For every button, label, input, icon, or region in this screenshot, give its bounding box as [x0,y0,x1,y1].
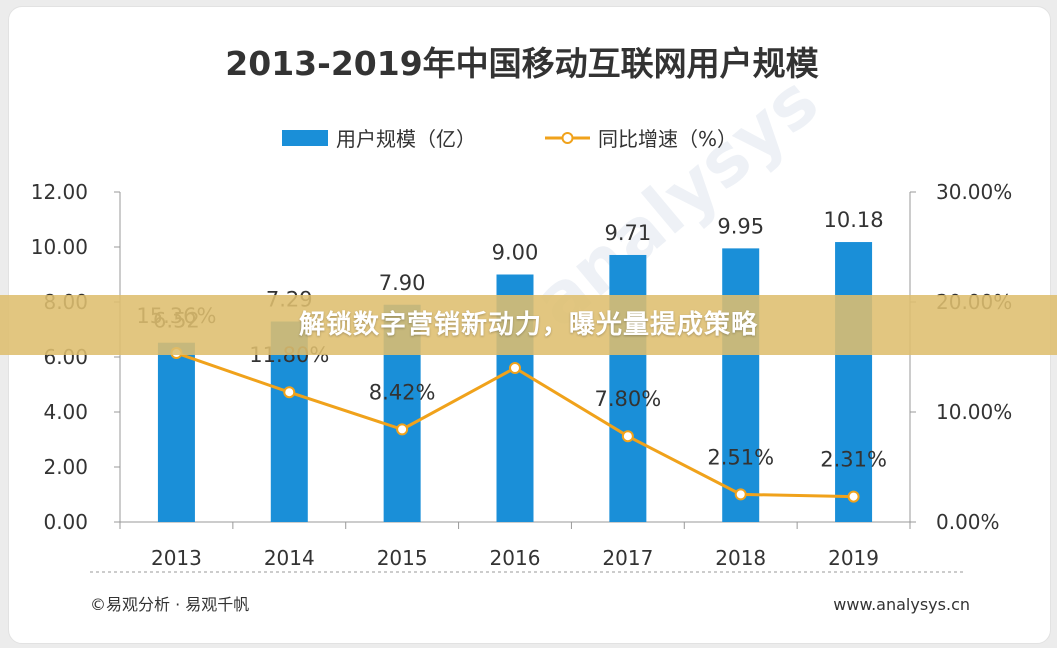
left-tick-label: 12.00 [31,180,88,204]
promo-banner[interactable]: 解锁数字营销新动力，曝光量提成策略 [0,295,1057,355]
bar-series [157,242,873,523]
growth-point [734,488,747,501]
left-tick-label: 2.00 [43,455,88,479]
legend-bar-swatch [282,130,328,146]
chart-title: 2013-2019年中国移动互联网用户规模 [225,44,819,83]
x-tick-label: 2014 [264,546,315,570]
growth-point [509,362,521,374]
bar-value-label: 9.00 [492,241,539,265]
growth-point [621,430,634,443]
promo-banner-text: 解锁数字营销新动力，曝光量提成策略 [298,310,758,340]
bar [835,242,873,523]
left-tick-label: 10.00 [31,235,88,259]
x-tick-group: 2013 2014 2015 2016 2017 2018 2019 [119,522,911,570]
growth-value-label: 8.42% [369,380,436,404]
growth-point [283,386,296,399]
right-tick-label: 0.00% [936,510,1000,534]
footer-source: ©易观分析 · 易观千帆 [90,595,249,614]
x-tick-label: 2015 [377,546,428,570]
right-tick-group: 0.00%10.00%20.00%30.00% [910,180,1012,534]
x-tick-label: 2016 [490,546,541,570]
legend: 用户规模（亿） 同比增速（%） [282,127,737,151]
bar [157,342,195,522]
x-tick-label: 2019 [828,546,879,570]
x-tick-label: 2018 [715,546,766,570]
bar-value-label: 7.90 [379,271,426,295]
x-tick-label: 2017 [602,546,653,570]
growth-value-label: 7.80% [594,387,661,411]
left-tick-label: 0.00 [43,510,88,534]
x-tick-label: 2013 [151,546,202,570]
bar [722,248,760,522]
footer-url: www.analysys.cn [833,595,970,614]
growth-point [396,423,409,436]
left-tick-label: 4.00 [43,400,88,424]
right-tick-label: 30.00% [936,180,1012,204]
bar-value-label: 9.71 [604,221,651,245]
bar-value-label: 10.18 [824,208,884,232]
legend-line-marker [561,132,574,144]
legend-bar-label: 用户规模（亿） [336,127,476,151]
growth-point [847,490,860,503]
growth-value-label: 2.31% [820,448,887,472]
legend-line-label: 同比增速（%） [598,127,737,151]
growth-value-label: 2.51% [707,445,774,469]
right-tick-label: 10.00% [936,400,1012,424]
bar-value-label: 9.95 [717,214,764,238]
